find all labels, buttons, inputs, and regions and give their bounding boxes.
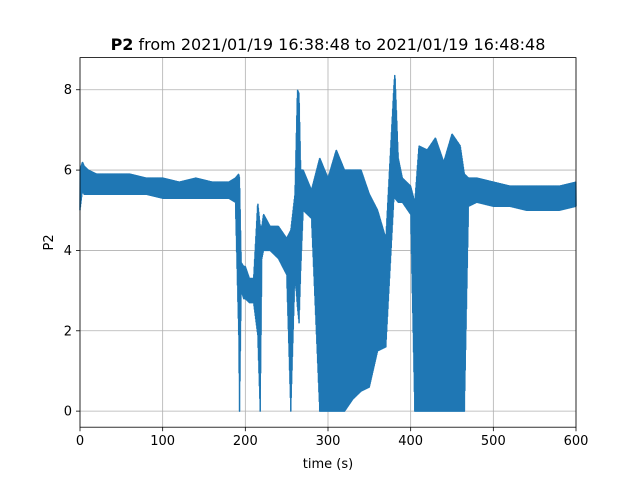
title-bold: P2	[111, 35, 134, 54]
y-tick-label: 0	[64, 405, 72, 420]
y-tick-label: 6	[64, 164, 72, 179]
x-tick-label: 200	[233, 434, 258, 449]
x-tick-label: 500	[481, 434, 506, 449]
series-p2	[79, 74, 577, 412]
y-tick-label: 4	[64, 244, 72, 259]
x-tick-label: 0	[76, 434, 84, 449]
title-rest: from 2021/01/19 16:38:48 to 2021/01/19 1…	[133, 35, 545, 54]
y-tick-label: 8	[64, 83, 72, 98]
y-tick-label: 2	[64, 324, 72, 339]
series-line	[79, 74, 577, 412]
x-tick-label: 100	[150, 434, 175, 449]
x-axis-label: time (s)	[303, 457, 353, 472]
chart-title: P2 from 2021/01/19 16:38:48 to 2021/01/1…	[111, 35, 546, 54]
axis-ticks: 0 100 200 300 400 500 600 0 2 4 6 8	[64, 83, 589, 449]
x-tick-label: 400	[398, 434, 423, 449]
x-tick-label: 600	[564, 434, 589, 449]
x-tick-label: 300	[316, 434, 341, 449]
y-axis-label: P2	[42, 234, 57, 250]
